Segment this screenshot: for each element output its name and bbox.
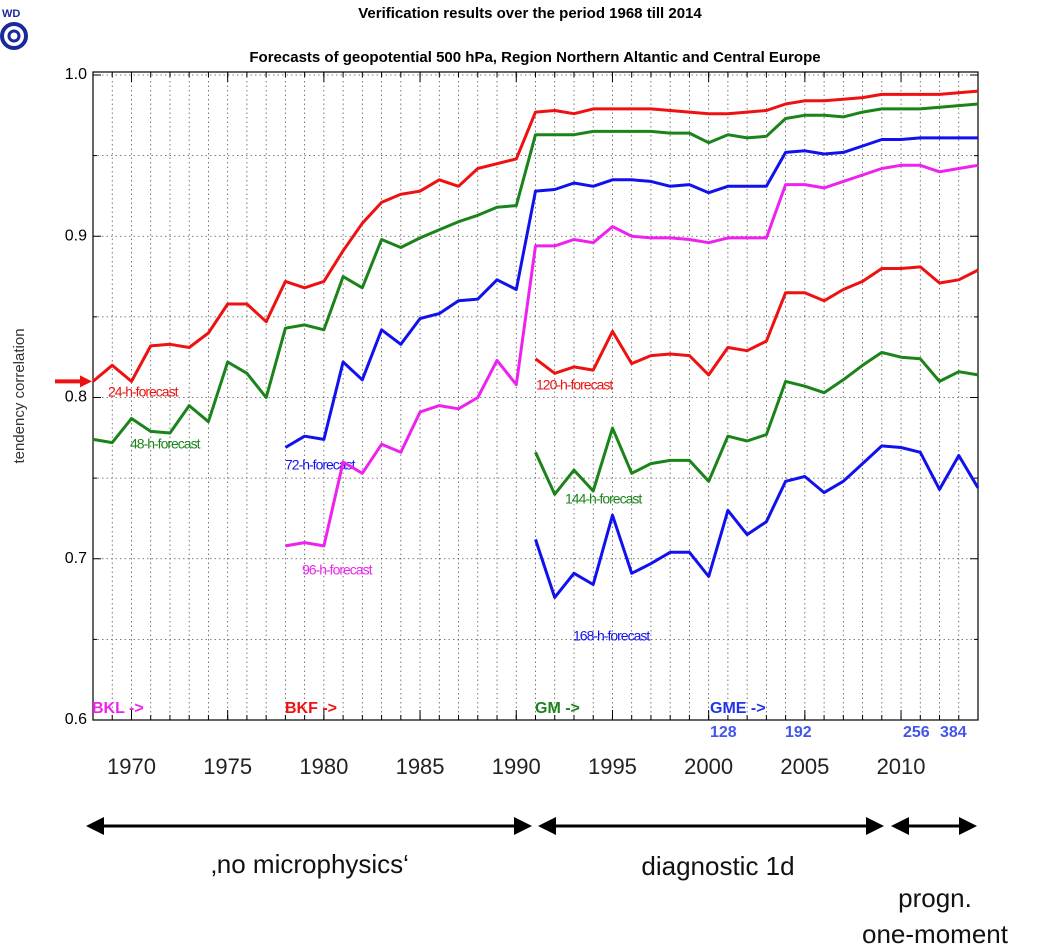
annotation: 128 xyxy=(710,724,737,741)
series-line xyxy=(534,444,980,599)
logo-text: WD xyxy=(2,8,20,20)
series-line xyxy=(284,136,978,449)
era-arrow-head xyxy=(538,817,556,835)
annotation: 384 xyxy=(940,724,967,741)
series-label: 72-h-forecast xyxy=(285,457,356,473)
series-line xyxy=(534,350,979,496)
annotation: BKF -> xyxy=(285,700,337,717)
y-tick-label: 0.9 xyxy=(65,227,87,244)
series-label: 168-h-forecast xyxy=(573,628,650,644)
logo: WD xyxy=(0,8,28,50)
chart-title: Verification results over the period 196… xyxy=(358,5,702,22)
start-marker-head xyxy=(80,375,92,388)
series-label: 120-h-forecast xyxy=(536,377,613,393)
x-tick-label: 1975 xyxy=(203,754,252,779)
annotation: GM -> xyxy=(535,700,580,717)
x-tick-label: 1980 xyxy=(299,754,348,779)
y-tick-label: 1.0 xyxy=(65,66,87,83)
series-line xyxy=(92,102,979,445)
chart-subtitle: Forecasts of geopotential 500 hPa, Regio… xyxy=(249,49,820,66)
annotation: 256 xyxy=(903,724,930,741)
era-arrow-head xyxy=(959,817,977,835)
era-label: diagnostic 1d xyxy=(641,851,794,881)
era-label: one-moment xyxy=(862,919,1009,948)
annotation: BKL -> xyxy=(92,700,144,717)
annotation: GME -> xyxy=(710,700,766,717)
era-arrow-head xyxy=(86,817,104,835)
series-label: 96-h-forecast xyxy=(302,562,373,578)
x-tick-label: 1995 xyxy=(588,754,637,779)
x-tick-label: 1990 xyxy=(492,754,541,779)
era-label: ‚no microphysics‘ xyxy=(211,849,409,879)
series-label: 144-h-forecast xyxy=(565,491,642,507)
series-label: 24-h-forecast xyxy=(108,384,179,400)
era-arrow-head xyxy=(866,817,884,835)
logo-ring xyxy=(0,22,28,50)
x-tick-label: 2005 xyxy=(780,754,829,779)
y-tick-label: 0.7 xyxy=(65,550,87,567)
series-label: 48-h-forecast xyxy=(130,436,201,452)
x-tick-label: 2000 xyxy=(684,754,733,779)
y-tick-label: 0.6 xyxy=(65,711,87,728)
era-arrow-head xyxy=(891,817,909,835)
x-tick-label: 1970 xyxy=(107,754,156,779)
series-line xyxy=(285,163,979,548)
x-tick-label: 1985 xyxy=(396,754,445,779)
x-tick-label: 2010 xyxy=(877,754,926,779)
era-arrow-head xyxy=(514,817,532,835)
annotation: 192 xyxy=(785,724,812,741)
y-tick-label: 0.8 xyxy=(65,389,87,406)
era-label: progn. xyxy=(898,883,972,913)
y-axis-label: tendency correlation xyxy=(11,328,28,463)
series-line xyxy=(92,89,979,383)
logo-ring xyxy=(7,29,21,43)
series-line xyxy=(534,265,979,377)
